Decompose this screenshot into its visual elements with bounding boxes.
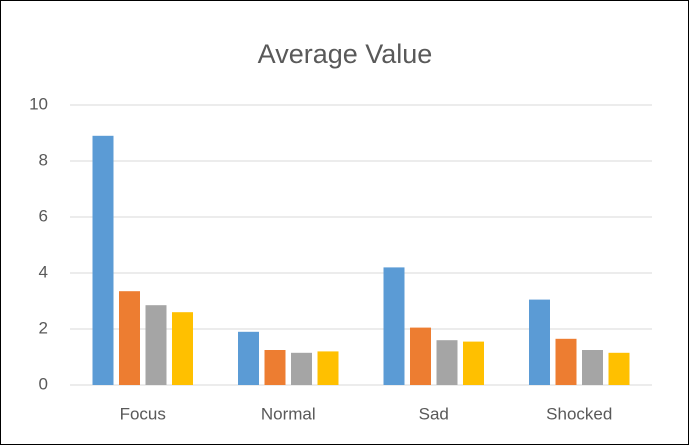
bar (436, 340, 458, 385)
bar (555, 338, 577, 385)
y-tick-label: 2 (39, 318, 48, 337)
bar (317, 351, 339, 385)
bar (145, 305, 167, 385)
bar (238, 331, 259, 385)
y-tick-label: 4 (39, 262, 48, 281)
bar (172, 312, 193, 385)
bar (291, 352, 312, 385)
bar (582, 350, 603, 385)
x-tick-label: Sad (419, 404, 449, 423)
bar (410, 327, 431, 385)
x-tick-label: Shocked (546, 404, 612, 423)
bar (383, 267, 405, 385)
y-tick-label: 6 (39, 206, 48, 225)
bar (119, 291, 140, 385)
bar (92, 135, 114, 385)
y-tick-label: 10 (29, 94, 48, 113)
x-tick-label: Focus (120, 404, 166, 423)
x-tick-label: Normal (261, 404, 316, 423)
y-tick-label: 0 (39, 374, 48, 393)
bar (608, 352, 630, 385)
bar (463, 341, 484, 385)
bar (529, 299, 550, 385)
y-tick-label: 8 (39, 150, 48, 169)
chart-title: Average Value (258, 39, 433, 69)
bar (264, 350, 286, 385)
